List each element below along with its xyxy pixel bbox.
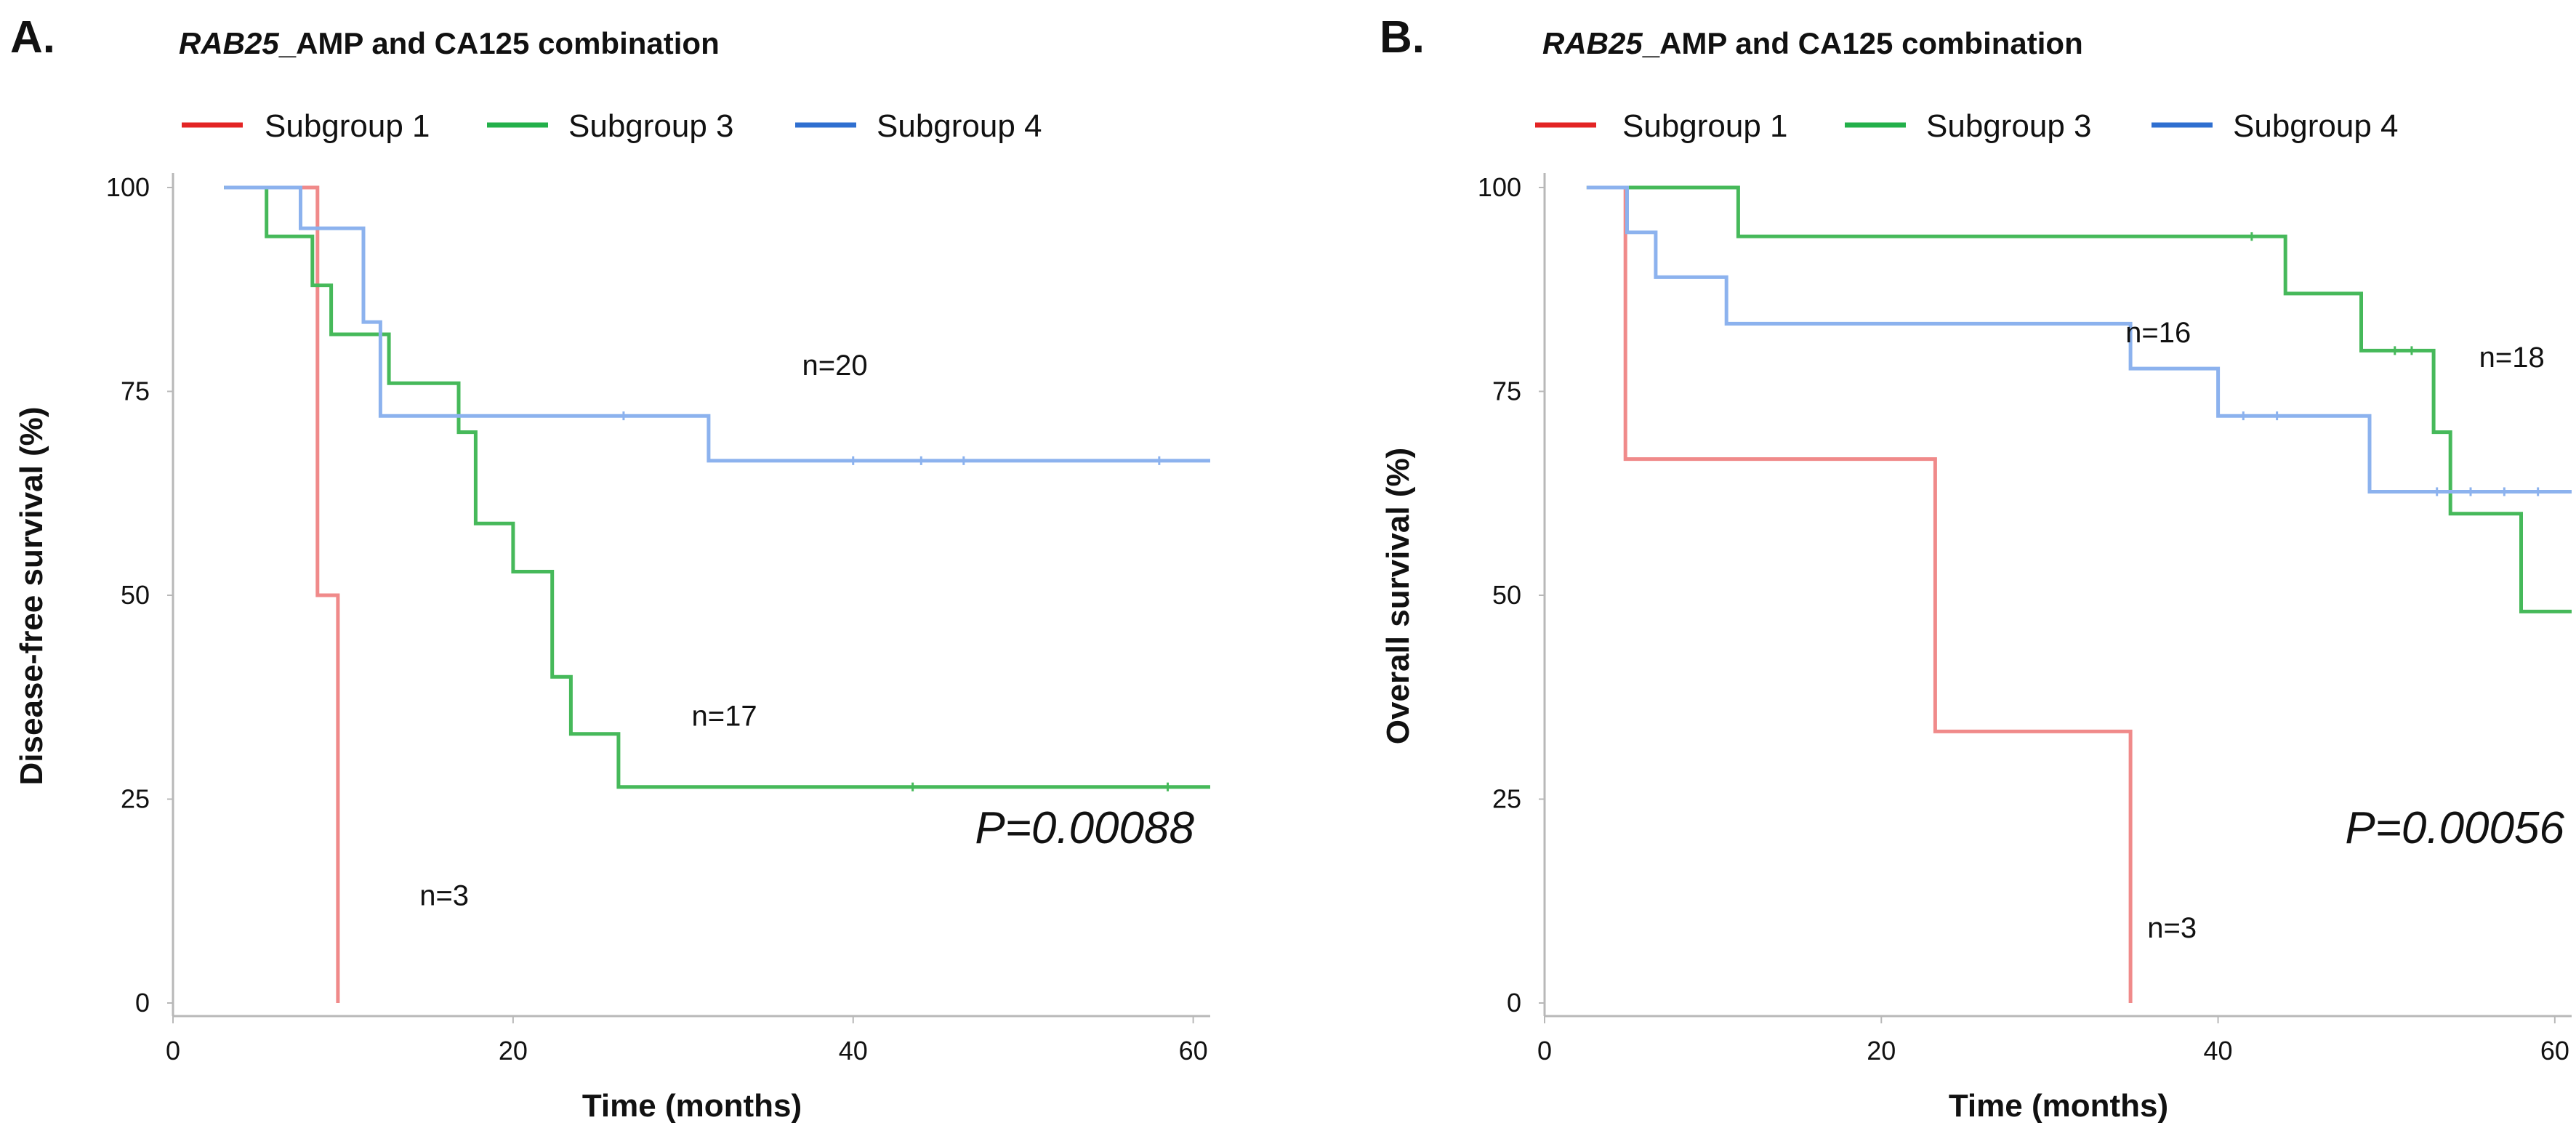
count-label-subgroup-4: n=20: [802, 350, 868, 382]
y-tick-label: 25: [121, 784, 150, 814]
count-label-subgroup-3: n=18: [2479, 342, 2545, 374]
x-tick-label: 20: [499, 1036, 528, 1066]
panel-a-y-axis-title: Disease-free survival (%): [14, 407, 49, 786]
panel-b-ticks: 0 25 50 75 100 0 20 40 60: [1478, 172, 2569, 1066]
legend-label-subgroup-3: Subgroup 3: [568, 108, 734, 144]
y-tick-label: 0: [135, 988, 150, 1018]
legend-label-subgroup-4: Subgroup 4: [2233, 108, 2399, 144]
survival-curve-subgroup-3: [224, 185, 1210, 789]
x-tick-label: 40: [839, 1036, 868, 1066]
panel-b-title-rest: _AMP and CA125 combination: [1642, 26, 2083, 60]
y-tick-label: 100: [106, 172, 150, 202]
y-tick-label: 75: [1492, 376, 1521, 406]
y-tick-label: 25: [1492, 784, 1521, 814]
panel-a-x-axis-title: Time (months): [582, 1088, 802, 1124]
x-tick-label: 0: [166, 1036, 180, 1066]
panel-b: B. RAB25_AMP and CA125 combination Subgr…: [1380, 12, 2572, 1124]
panel-a-p-value: P=0.00088: [975, 803, 1194, 853]
x-tick-label: 20: [1867, 1036, 1896, 1066]
y-tick-label: 75: [121, 376, 150, 406]
panel-a-title: RAB25_AMP and CA125 combination: [179, 26, 720, 60]
panel-b-title: RAB25_AMP and CA125 combination: [1542, 26, 2083, 60]
legend-label-subgroup-1: Subgroup 1: [265, 108, 430, 144]
y-tick-label: 50: [1492, 580, 1521, 610]
legend-label-subgroup-3: Subgroup 3: [1926, 108, 2092, 144]
count-label-subgroup-4: n=16: [2125, 317, 2191, 349]
panel-a-plot: 0 25 50 75 100 0 20 40 60 n=3 n=17 n=20: [106, 172, 1210, 1066]
survival-curve-subgroup-4: [1586, 185, 2572, 494]
panel-b-count-labels: n=3 n=18 n=16: [2125, 317, 2545, 944]
panel-b-p-value: P=0.00056: [2345, 803, 2564, 853]
count-label-subgroup-1: n=3: [2147, 912, 2197, 944]
survival-curve-subgroup-4: [224, 185, 1210, 463]
panel-b-x-axis-title: Time (months): [1949, 1088, 2168, 1124]
panel-a-letter: A.: [10, 12, 55, 63]
panel-b-y-axis-title: Overall survival (%): [1380, 448, 1416, 744]
survival-curve-subgroup-1: [224, 185, 340, 1003]
y-tick-label: 100: [1478, 172, 1521, 202]
panel-b-title-italic: RAB25: [1542, 26, 1643, 60]
panel-a-count-labels: n=3 n=17 n=20: [419, 350, 867, 911]
survival-curve-subgroup-1: [1586, 185, 2133, 1003]
panel-a-curves: [224, 185, 1210, 1003]
count-label-subgroup-1: n=3: [419, 879, 469, 911]
panel-a-title-rest: _AMP and CA125 combination: [278, 26, 720, 60]
panel-b-plot: 0 25 50 75 100 0 20 40 60 n=3 n=18 n=16: [1478, 172, 2572, 1066]
x-tick-label: 60: [2540, 1036, 2569, 1066]
count-label-subgroup-3: n=17: [692, 701, 757, 733]
panel-a-ticks: 0 25 50 75 100 0 20 40 60: [106, 172, 1208, 1066]
panel-a: A. RAB25_AMP and CA125 combination Subgr…: [10, 12, 1210, 1124]
x-tick-label: 0: [1537, 1036, 1552, 1066]
x-tick-label: 40: [2204, 1036, 2233, 1066]
legend-label-subgroup-4: Subgroup 4: [877, 108, 1042, 144]
panel-b-curves: [1586, 185, 2572, 1003]
survival-curve-subgroup-3: [1586, 185, 2572, 613]
y-tick-label: 50: [121, 580, 150, 610]
panel-b-legend: Subgroup 1 Subgroup 3 Subgroup 4: [1535, 108, 2399, 144]
panel-a-legend: Subgroup 1 Subgroup 3 Subgroup 4: [182, 108, 1042, 144]
panel-b-letter: B.: [1380, 12, 1425, 63]
y-tick-label: 0: [1507, 988, 1521, 1018]
x-tick-label: 60: [1179, 1036, 1208, 1066]
panel-a-title-italic: RAB25: [179, 26, 279, 60]
legend-label-subgroup-1: Subgroup 1: [1622, 108, 1788, 144]
